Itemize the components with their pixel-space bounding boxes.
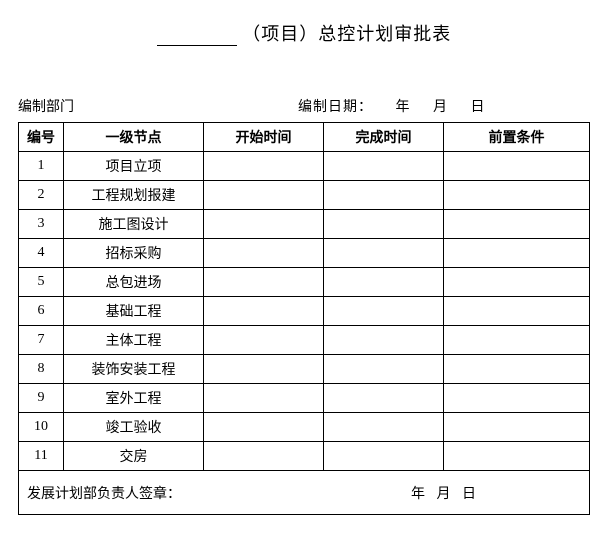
cell-node: 工程规划报建 <box>64 181 204 210</box>
footer-month-unit: 月 <box>437 487 455 502</box>
cell-no: 2 <box>19 181 64 210</box>
cell-end <box>324 326 444 355</box>
cell-start <box>204 413 324 442</box>
cell-end <box>324 210 444 239</box>
table-row: 6基础工程 <box>19 297 590 326</box>
meta-dept-label: 编制部门 <box>18 96 298 116</box>
cell-node: 基础工程 <box>64 297 204 326</box>
cell-start <box>204 210 324 239</box>
table-row: 4招标采购 <box>19 239 590 268</box>
cell-pre <box>444 355 590 384</box>
plan-table: 编号 一级节点 开始时间 完成时间 前置条件 1项目立项2工程规划报建3施工图设… <box>18 122 590 515</box>
cell-pre <box>444 210 590 239</box>
cell-node: 总包进场 <box>64 268 204 297</box>
cell-no: 1 <box>19 152 64 181</box>
meta-day-unit: 日 <box>471 100 486 115</box>
cell-end <box>324 239 444 268</box>
meta-row: 编制部门 编制日期： 年 月 日 <box>18 96 590 116</box>
cell-no: 6 <box>19 297 64 326</box>
cell-node: 项目立项 <box>64 152 204 181</box>
page-title: （项目）总控计划审批表 <box>18 20 590 46</box>
cell-node: 装饰安装工程 <box>64 355 204 384</box>
title-blank <box>157 28 237 46</box>
cell-end <box>324 297 444 326</box>
col-header-start: 开始时间 <box>204 123 324 152</box>
table-row: 1项目立项 <box>19 152 590 181</box>
table-row: 7主体工程 <box>19 326 590 355</box>
meta-year-unit: 年 <box>396 100 411 115</box>
title-suffix: （项目）总控计划审批表 <box>242 24 451 44</box>
cell-end <box>324 355 444 384</box>
cell-end <box>324 442 444 471</box>
cell-start <box>204 152 324 181</box>
cell-end <box>324 384 444 413</box>
cell-no: 8 <box>19 355 64 384</box>
col-header-end: 完成时间 <box>324 123 444 152</box>
cell-start <box>204 297 324 326</box>
cell-start <box>204 355 324 384</box>
cell-node: 招标采购 <box>64 239 204 268</box>
cell-node: 室外工程 <box>64 384 204 413</box>
table-row: 10竣工验收 <box>19 413 590 442</box>
meta-date-label: 编制日期： <box>298 100 373 115</box>
footer-year-unit: 年 <box>411 487 429 502</box>
table-header-row: 编号 一级节点 开始时间 完成时间 前置条件 <box>19 123 590 152</box>
table-row: 8装饰安装工程 <box>19 355 590 384</box>
col-header-no: 编号 <box>19 123 64 152</box>
cell-start <box>204 326 324 355</box>
cell-no: 7 <box>19 326 64 355</box>
cell-end <box>324 152 444 181</box>
table-row: 3施工图设计 <box>19 210 590 239</box>
cell-pre <box>444 326 590 355</box>
cell-no: 3 <box>19 210 64 239</box>
cell-pre <box>444 442 590 471</box>
cell-start <box>204 181 324 210</box>
cell-pre <box>444 297 590 326</box>
col-header-node: 一级节点 <box>64 123 204 152</box>
cell-end <box>324 413 444 442</box>
cell-pre <box>444 239 590 268</box>
table-row: 9室外工程 <box>19 384 590 413</box>
cell-node: 竣工验收 <box>64 413 204 442</box>
cell-start <box>204 268 324 297</box>
col-header-pre: 前置条件 <box>444 123 590 152</box>
table-row: 11交房 <box>19 442 590 471</box>
footer-day-unit: 日 <box>462 487 480 502</box>
cell-pre <box>444 181 590 210</box>
meta-date: 编制日期： 年 月 日 <box>298 96 590 116</box>
footer-cell: 发展计划部负责人签章： 年 月 日 <box>19 471 590 515</box>
footer-sign-label: 发展计划部负责人签章： <box>27 483 411 503</box>
table-row: 2工程规划报建 <box>19 181 590 210</box>
cell-no: 10 <box>19 413 64 442</box>
cell-node: 交房 <box>64 442 204 471</box>
cell-pre <box>444 268 590 297</box>
meta-month-unit: 月 <box>433 100 448 115</box>
cell-no: 9 <box>19 384 64 413</box>
cell-start <box>204 384 324 413</box>
cell-no: 4 <box>19 239 64 268</box>
cell-no: 5 <box>19 268 64 297</box>
cell-pre <box>444 413 590 442</box>
cell-pre <box>444 152 590 181</box>
footer-date: 年 月 日 <box>411 483 581 503</box>
cell-start <box>204 442 324 471</box>
cell-node: 主体工程 <box>64 326 204 355</box>
table-row: 5总包进场 <box>19 268 590 297</box>
cell-node: 施工图设计 <box>64 210 204 239</box>
cell-no: 11 <box>19 442 64 471</box>
cell-end <box>324 181 444 210</box>
cell-end <box>324 268 444 297</box>
table-footer-row: 发展计划部负责人签章： 年 月 日 <box>19 471 590 515</box>
cell-start <box>204 239 324 268</box>
cell-pre <box>444 384 590 413</box>
